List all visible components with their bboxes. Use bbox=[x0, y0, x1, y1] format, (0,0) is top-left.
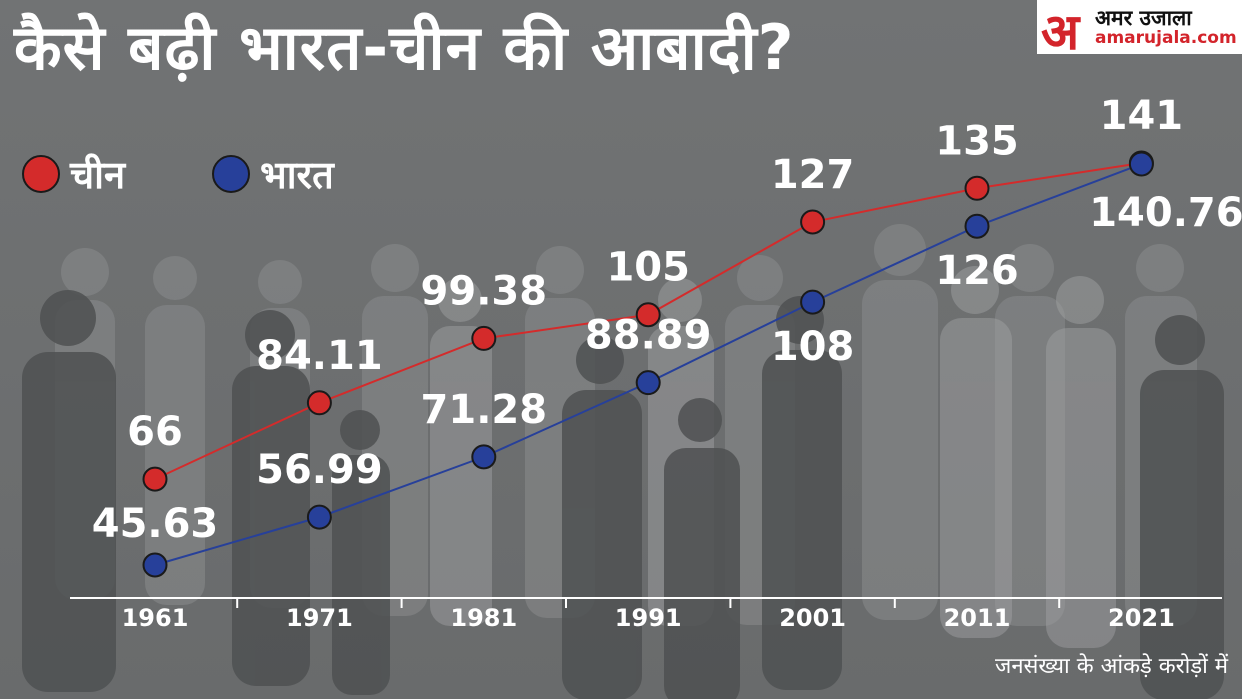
data-point-india bbox=[471, 444, 497, 470]
data-point-china bbox=[800, 209, 826, 235]
data-point-china bbox=[635, 302, 661, 328]
data-point-china bbox=[964, 175, 990, 201]
x-tick-label: 2011 bbox=[944, 604, 1011, 632]
data-label-china: 105 bbox=[606, 245, 690, 291]
x-tick-label: 1971 bbox=[286, 604, 353, 632]
data-label-china: 135 bbox=[935, 118, 1019, 164]
footnote-units: जनसंख्या के आंकड़े करोड़ों में bbox=[995, 654, 1228, 679]
legend-marker-india bbox=[212, 155, 250, 193]
logo-url: amarujala.com bbox=[1095, 28, 1237, 48]
data-label-india: 88.89 bbox=[585, 313, 712, 359]
x-tick-label: 2001 bbox=[779, 604, 846, 632]
data-label-india: 71.28 bbox=[421, 387, 548, 433]
data-label-china: 141 bbox=[1100, 93, 1184, 139]
legend-marker-china bbox=[22, 155, 60, 193]
data-point-india bbox=[800, 289, 826, 315]
legend-item-china: चीन bbox=[22, 148, 125, 200]
data-label-china: 127 bbox=[771, 152, 855, 198]
data-point-india bbox=[1128, 151, 1154, 177]
data-point-india bbox=[964, 213, 990, 239]
data-label-china: 84.11 bbox=[256, 333, 383, 379]
brand-logo: अ अमर उजाला amarujala.com bbox=[1037, 0, 1242, 61]
data-label-china: 99.38 bbox=[421, 268, 548, 314]
data-point-china bbox=[306, 390, 332, 416]
data-point-india bbox=[306, 504, 332, 530]
logo-name: अमर उजाला bbox=[1095, 6, 1192, 30]
data-point-india bbox=[635, 370, 661, 396]
data-label-india: 108 bbox=[771, 324, 855, 370]
legend-item-india: भारत bbox=[212, 148, 334, 200]
data-label-india: 140.76 bbox=[1089, 190, 1242, 236]
x-tick-label: 1991 bbox=[615, 604, 682, 632]
data-point-india bbox=[142, 552, 168, 578]
data-label-china: 66 bbox=[127, 409, 183, 455]
x-tick-label: 1961 bbox=[122, 604, 189, 632]
data-label-india: 56.99 bbox=[256, 447, 383, 493]
x-tick-label: 1981 bbox=[450, 604, 517, 632]
x-tick-label: 2021 bbox=[1108, 604, 1175, 632]
legend-label-india: भारत bbox=[260, 153, 334, 197]
data-label-india: 126 bbox=[935, 248, 1019, 294]
data-label-india: 45.63 bbox=[92, 501, 219, 547]
data-point-china bbox=[471, 325, 497, 351]
page-title: कैसे बढ़ी भारत-चीन की आबादी? bbox=[14, 11, 795, 84]
logo-mark: अ bbox=[1041, 2, 1080, 61]
legend-label-china: चीन bbox=[70, 153, 126, 197]
data-point-china bbox=[142, 466, 168, 492]
